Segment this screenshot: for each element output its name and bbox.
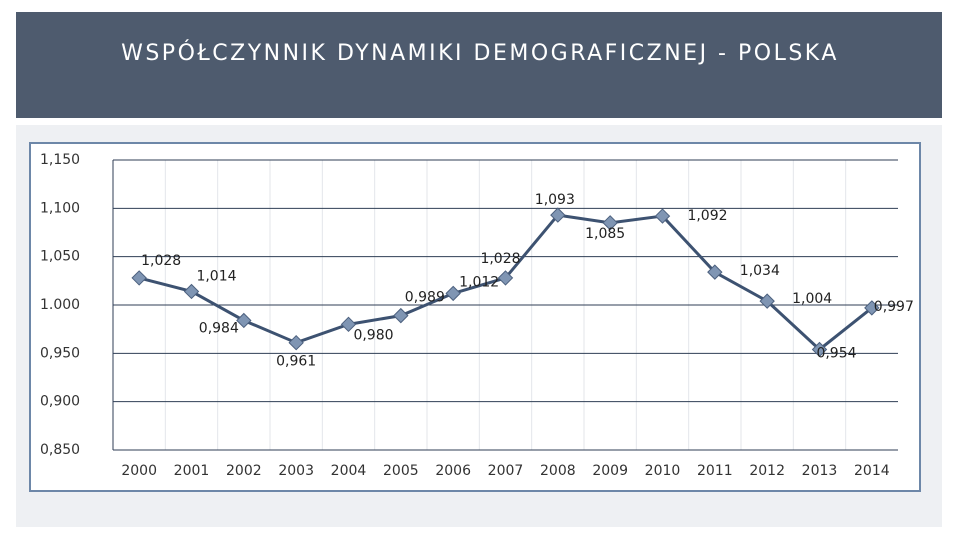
x-tick-label: 2012 bbox=[749, 463, 785, 479]
data-point bbox=[236, 312, 252, 329]
y-tick-label: 0,900 bbox=[40, 394, 80, 410]
y-tick-label: 1.000 bbox=[40, 297, 80, 313]
data-point bbox=[497, 270, 514, 286]
y-tick-label: 1,050 bbox=[40, 249, 80, 265]
data-point bbox=[183, 283, 200, 300]
data-label: 0,980 bbox=[353, 327, 393, 343]
chart-frame bbox=[29, 142, 921, 492]
y-tick-label: 0,850 bbox=[40, 442, 80, 458]
x-tick-label: 2005 bbox=[383, 463, 419, 479]
data-point bbox=[602, 215, 618, 231]
data-point bbox=[550, 207, 566, 223]
x-tick-label: 2004 bbox=[331, 463, 367, 479]
data-label: 1,004 bbox=[792, 291, 832, 307]
x-tick-label: 2010 bbox=[645, 463, 681, 479]
y-tick-label: 0,950 bbox=[40, 345, 80, 361]
x-tick-label: 2011 bbox=[697, 463, 733, 479]
x-tick-label: 2007 bbox=[488, 463, 524, 479]
data-point bbox=[811, 341, 828, 358]
data-label: 1,093 bbox=[535, 192, 575, 208]
data-point bbox=[707, 264, 723, 280]
data-point bbox=[654, 208, 671, 224]
x-tick-label: 2014 bbox=[854, 463, 890, 479]
x-tick-label: 2000 bbox=[121, 463, 157, 479]
data-label: 1,085 bbox=[585, 226, 625, 242]
data-label: 0,989 bbox=[405, 290, 445, 306]
data-label: 1,028 bbox=[480, 251, 520, 267]
data-point bbox=[759, 293, 775, 309]
data-point bbox=[131, 270, 147, 286]
data-label: 0,954 bbox=[816, 345, 856, 361]
data-label: 0,997 bbox=[874, 299, 914, 315]
data-label: 0,984 bbox=[199, 320, 239, 336]
slide-title: WSPÓŁCZYNNIK DYNAMIKI DEMOGRAFICZNEJ - P… bbox=[121, 40, 839, 66]
data-point bbox=[288, 334, 304, 351]
x-tick-label: 2009 bbox=[592, 463, 628, 479]
data-label: 1,028 bbox=[141, 253, 181, 269]
x-tick-label: 2013 bbox=[802, 463, 838, 479]
header-bar bbox=[16, 12, 942, 118]
data-point bbox=[445, 285, 461, 302]
x-tick-label: 2006 bbox=[435, 463, 471, 479]
x-tick-label: 2003 bbox=[278, 463, 314, 479]
data-point bbox=[340, 316, 357, 333]
data-label: 1,034 bbox=[740, 263, 780, 279]
x-tick-label: 2008 bbox=[540, 463, 576, 479]
x-tick-label: 2002 bbox=[226, 463, 262, 479]
data-label: 1,092 bbox=[687, 208, 727, 224]
data-point bbox=[393, 307, 409, 324]
data-label: 1,014 bbox=[196, 268, 236, 284]
y-tick-label: 1,150 bbox=[40, 152, 80, 168]
data-point bbox=[864, 300, 880, 316]
data-label: 0,961 bbox=[276, 354, 316, 370]
data-label: 1,012 bbox=[459, 274, 499, 290]
y-tick-label: 1,100 bbox=[40, 200, 80, 216]
x-tick-label: 2001 bbox=[174, 463, 210, 479]
